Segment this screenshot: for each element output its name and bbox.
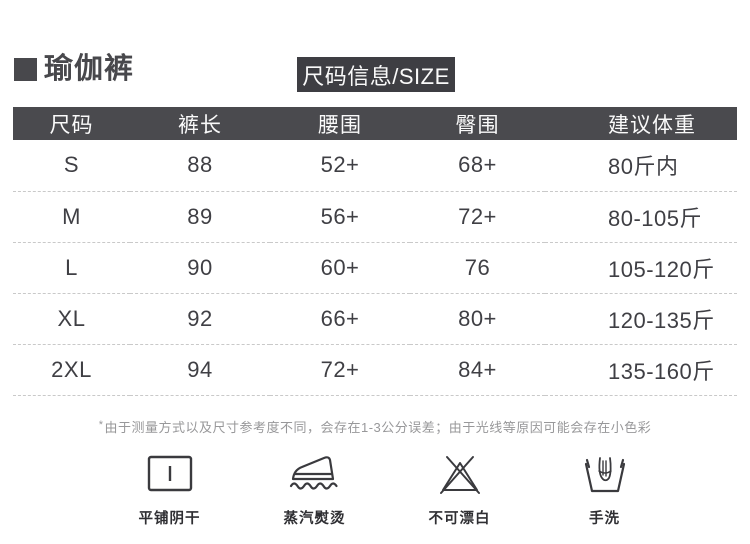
care-label: 手洗	[589, 511, 620, 527]
title-square-bullet	[14, 58, 37, 81]
weight-cell: 120-135斤	[608, 307, 715, 333]
waist-cell: 66+	[320, 305, 360, 331]
waist-cell: 56+	[320, 203, 360, 229]
care-label: 蒸汽熨烫	[283, 511, 346, 527]
header-pant-length: 裤长	[178, 113, 222, 137]
header-suggested-weight: 建议体重	[608, 113, 696, 137]
dry-flat-icon	[145, 450, 195, 498]
care-item-no-bleach: 不可漂白	[387, 450, 532, 528]
table-row: S 88 52+ 68+ 80斤内	[13, 140, 737, 191]
hip-cell: 76	[464, 254, 491, 280]
table-row: M 89 56+ 72+ 80-105斤	[13, 191, 737, 242]
weight-cell: 80斤内	[608, 154, 679, 180]
pant-length-cell: 94	[187, 356, 213, 382]
care-item-steam-iron: 蒸汽熨烫	[242, 450, 387, 528]
size-table: 尺码 裤长 腰围 臀围 建议体重 S 88 52+ 68+ 80斤内 M 89 …	[13, 107, 737, 396]
table-row: L 90 60+ 76 105-120斤	[13, 242, 737, 293]
pant-length-cell: 92	[187, 305, 213, 331]
weight-cell: 135-160斤	[608, 358, 715, 384]
hip-cell: 84+	[458, 356, 497, 382]
size-info-badge: 尺码信息/SIZE	[297, 57, 455, 92]
header-hip: 臀围	[455, 113, 500, 137]
table-row: 2XL 94 72+ 84+ 135-160斤	[13, 344, 737, 395]
size-info-badge-label: 尺码信息/SIZE	[302, 63, 450, 89]
waist-cell: 52+	[320, 152, 360, 178]
waist-cell: 72+	[320, 356, 360, 382]
size-cell: L	[65, 254, 78, 280]
size-cell: 2XL	[51, 356, 92, 382]
table-row: XL 92 66+ 80+ 120-135斤	[13, 293, 737, 344]
header-size: 尺码	[49, 113, 94, 137]
care-item-dry-flat: 平铺阴干	[97, 450, 242, 528]
footnote-asterisk: *	[98, 419, 104, 431]
waist-cell: 60+	[320, 254, 360, 280]
footnote-text: 由于测量方式以及尺寸参考度不同，会存在1-3公分误差；由于光线等原因可能会存在小…	[104, 420, 652, 435]
pant-length-cell: 88	[187, 152, 213, 178]
hip-cell: 72+	[458, 203, 497, 229]
measurement-disclaimer: *由于测量方式以及尺寸参考度不同，会存在1-3公分误差；由于光线等原因可能会存在…	[0, 417, 750, 436]
page-title: 瑜伽裤	[14, 55, 134, 84]
weight-cell: 105-120斤	[608, 256, 715, 282]
header-waist: 腰围	[318, 113, 362, 137]
hand-wash-icon	[580, 450, 630, 498]
care-label: 平铺阴干	[138, 511, 201, 527]
pant-length-cell: 90	[187, 254, 213, 280]
care-item-hand-wash: 手洗	[532, 450, 677, 528]
size-cell: S	[63, 152, 80, 178]
pant-length-cell: 89	[187, 203, 213, 229]
hip-cell: 68+	[458, 152, 497, 178]
product-title: 瑜伽裤	[44, 53, 135, 85]
weight-cell: 80-105斤	[608, 205, 703, 231]
size-cell: XL	[57, 305, 86, 331]
care-instructions-row: 平铺阴干 蒸汽熨烫 不可漂白	[0, 450, 750, 528]
title-row: 瑜伽裤 尺码信息/SIZE	[14, 55, 736, 93]
table-header-row: 尺码 裤长 腰围 臀围 建议体重	[13, 107, 737, 140]
no-bleach-icon	[435, 450, 485, 498]
care-label: 不可漂白	[428, 511, 491, 527]
hip-cell: 80+	[458, 305, 497, 331]
size-cell: M	[62, 203, 81, 229]
steam-iron-icon	[288, 450, 342, 498]
